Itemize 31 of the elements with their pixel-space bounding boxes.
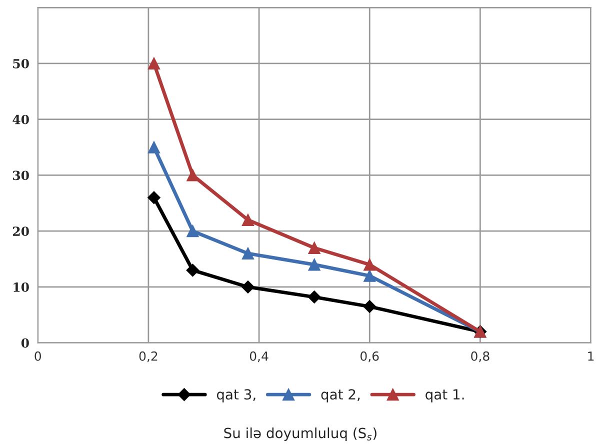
- y-tick-label: 30: [13, 170, 29, 180]
- y-tick-label: 20: [12, 226, 29, 236]
- x-tick-label: 0,4: [250, 351, 268, 362]
- point: [363, 300, 376, 313]
- x-tick-label: 0,8: [471, 351, 490, 362]
- y-tick-label: 10: [14, 282, 29, 292]
- point: [242, 280, 254, 294]
- point: [186, 264, 200, 277]
- point: [242, 247, 254, 260]
- point: [364, 270, 376, 282]
- legend-label: qat 2,: [321, 389, 360, 402]
- legend-label: qat 1.: [426, 389, 464, 402]
- point: [186, 169, 199, 182]
- point: [308, 242, 320, 254]
- x-tick-label: 0,2: [139, 351, 158, 362]
- point: [308, 258, 320, 271]
- x-axis-title: Su ilə doyumluluq (S$_{s}$): [224, 428, 376, 441]
- point: [148, 57, 160, 70]
- point: [148, 141, 160, 154]
- x-tick-label: 0: [34, 351, 42, 361]
- point: [186, 225, 199, 238]
- point: [364, 258, 376, 271]
- y-tick-label: 50: [13, 58, 29, 68]
- point: [148, 191, 160, 204]
- legend-label: qat 3,: [216, 389, 256, 402]
- point: [242, 214, 254, 226]
- x-tick-label: 1: [588, 352, 594, 361]
- x-tick-label: 0,6: [360, 351, 379, 362]
- y-tick-label: 0: [21, 338, 29, 348]
- y-tick-label: 40: [12, 114, 29, 124]
- point: [308, 290, 321, 304]
